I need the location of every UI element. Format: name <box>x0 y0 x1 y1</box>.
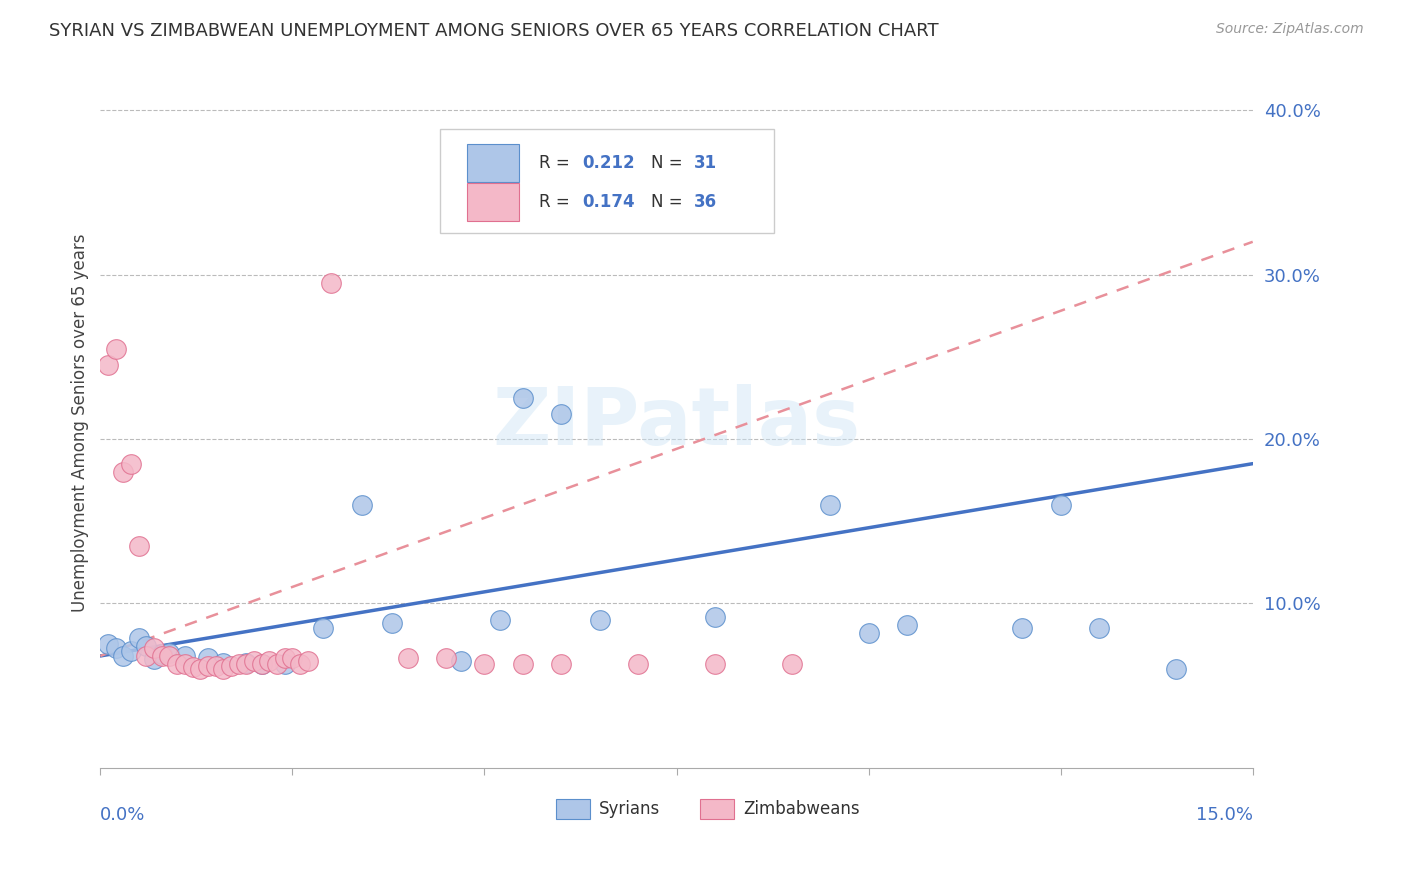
Point <box>489 613 512 627</box>
Point <box>97 358 120 372</box>
FancyBboxPatch shape <box>467 183 519 221</box>
Point <box>197 650 219 665</box>
Point <box>1011 621 1033 635</box>
Point <box>143 652 166 666</box>
Point <box>703 609 725 624</box>
Point <box>350 498 373 512</box>
Point <box>818 498 841 512</box>
Point <box>143 640 166 655</box>
Text: N =: N = <box>651 193 688 211</box>
Point <box>250 657 273 672</box>
Point <box>589 613 612 627</box>
Point <box>128 539 150 553</box>
Point <box>1049 498 1071 512</box>
Point <box>381 616 404 631</box>
Point <box>97 637 120 651</box>
Text: Source: ZipAtlas.com: Source: ZipAtlas.com <box>1216 22 1364 37</box>
Point <box>235 657 257 672</box>
Point <box>858 626 880 640</box>
FancyBboxPatch shape <box>555 798 591 820</box>
Point <box>434 650 457 665</box>
Point <box>297 654 319 668</box>
Point <box>112 648 135 663</box>
Point <box>450 654 472 668</box>
Point <box>281 650 304 665</box>
Text: 0.212: 0.212 <box>582 154 634 172</box>
Point <box>235 656 257 670</box>
Point <box>896 617 918 632</box>
Point <box>228 657 250 672</box>
FancyBboxPatch shape <box>467 145 519 182</box>
Point <box>319 276 342 290</box>
Point <box>188 662 211 676</box>
Point <box>212 656 235 670</box>
Point <box>266 657 288 672</box>
Point <box>135 648 157 663</box>
Point <box>173 648 195 663</box>
Point <box>204 658 226 673</box>
Point <box>312 621 335 635</box>
Point <box>703 657 725 672</box>
Point <box>243 654 266 668</box>
Point <box>550 408 572 422</box>
Point <box>512 391 534 405</box>
Point <box>120 644 142 658</box>
Point <box>212 662 235 676</box>
Point <box>128 631 150 645</box>
Point <box>250 657 273 672</box>
FancyBboxPatch shape <box>440 129 775 233</box>
Text: 36: 36 <box>693 193 717 211</box>
Point <box>512 657 534 672</box>
Point <box>104 640 127 655</box>
Point <box>120 457 142 471</box>
Text: Zimbabweans: Zimbabweans <box>744 800 860 818</box>
Point <box>288 657 311 672</box>
Point <box>197 658 219 673</box>
Point <box>780 657 803 672</box>
Point <box>274 657 297 672</box>
Text: ZIPatlas: ZIPatlas <box>492 384 860 461</box>
Point <box>112 465 135 479</box>
Text: 31: 31 <box>693 154 717 172</box>
Point <box>274 650 297 665</box>
Point <box>135 639 157 653</box>
Point <box>166 657 188 672</box>
Text: Syrians: Syrians <box>599 800 661 818</box>
Point <box>181 660 204 674</box>
Point <box>219 658 242 673</box>
Text: 0.174: 0.174 <box>582 193 634 211</box>
Point <box>1088 621 1111 635</box>
Point <box>104 342 127 356</box>
Point <box>627 657 650 672</box>
Point <box>396 650 419 665</box>
Text: R =: R = <box>540 154 575 172</box>
Y-axis label: Unemployment Among Seniors over 65 years: Unemployment Among Seniors over 65 years <box>72 234 89 612</box>
Point <box>474 657 496 672</box>
Point <box>259 654 281 668</box>
Point <box>550 657 572 672</box>
Point <box>159 648 181 663</box>
Text: 0.0%: 0.0% <box>100 805 146 823</box>
Point <box>173 657 195 672</box>
Point <box>159 646 181 660</box>
Text: SYRIAN VS ZIMBABWEAN UNEMPLOYMENT AMONG SENIORS OVER 65 YEARS CORRELATION CHART: SYRIAN VS ZIMBABWEAN UNEMPLOYMENT AMONG … <box>49 22 939 40</box>
Point <box>150 648 173 662</box>
FancyBboxPatch shape <box>700 798 734 820</box>
Point <box>150 648 173 663</box>
Text: N =: N = <box>651 154 688 172</box>
Text: 15.0%: 15.0% <box>1195 805 1253 823</box>
Point <box>1164 662 1187 676</box>
Text: R =: R = <box>540 193 575 211</box>
